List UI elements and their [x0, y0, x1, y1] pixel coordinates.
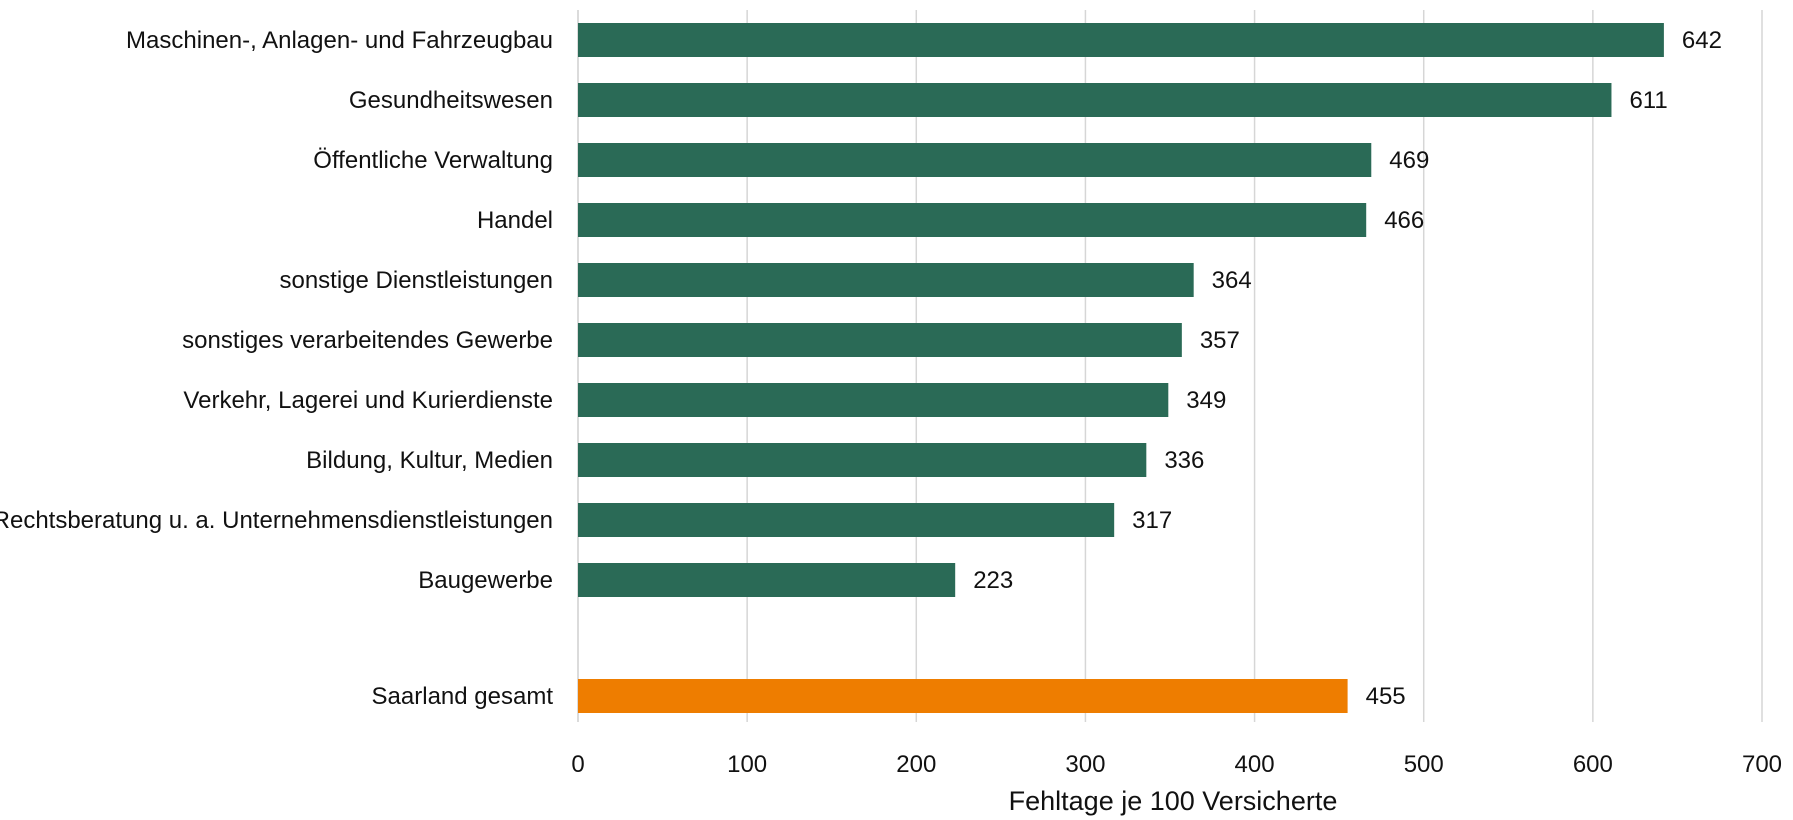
x-tick-label: 600 [1573, 751, 1613, 778]
value-label: 317 [1132, 507, 1172, 534]
x-tick-label: 0 [571, 751, 584, 778]
x-tick-label: 100 [727, 751, 767, 778]
value-label: 466 [1384, 207, 1424, 234]
x-tick-label: 500 [1404, 751, 1444, 778]
bar [578, 263, 1194, 297]
category-label: Maschinen-, Anlagen- und Fahrzeugbau [126, 27, 553, 54]
bar [578, 203, 1367, 237]
category-label: Handel [477, 207, 553, 234]
category-label: Rechtsberatung u. a. Unternehmensdienstl… [0, 507, 553, 534]
bar [578, 443, 1147, 477]
bar [578, 323, 1182, 357]
category-label: Verkehr, Lagerei und Kurierdienste [183, 387, 553, 414]
bar [578, 83, 1612, 117]
bar [578, 143, 1372, 177]
value-label: 455 [1366, 683, 1406, 710]
value-label: 469 [1389, 147, 1429, 174]
category-label: Saarland gesamt [372, 683, 554, 710]
x-tick-label: 200 [896, 751, 936, 778]
category-label: sonstiges verarbeitendes Gewerbe [182, 327, 553, 354]
category-label: sonstige Dienstleistungen [279, 267, 553, 294]
value-label: 223 [973, 567, 1013, 594]
value-label: 611 [1629, 87, 1667, 114]
category-label: Baugewerbe [418, 567, 553, 594]
bar [578, 563, 956, 597]
category-label: Gesundheitswesen [349, 87, 553, 114]
bars [578, 23, 1664, 713]
x-axis-tick-labels: 0 100 200 300 400 500 600 700 [571, 751, 1782, 778]
category-label: Öffentliche Verwaltung [313, 147, 553, 174]
value-label: 642 [1682, 27, 1722, 54]
bar [578, 503, 1115, 537]
x-tick-label: 300 [1065, 751, 1105, 778]
bar [578, 679, 1348, 713]
category-label: Bildung, Kultur, Medien [306, 447, 553, 474]
x-axis-title: Fehltage je 100 Versicherte [1009, 786, 1338, 816]
bar [578, 23, 1664, 57]
bar [578, 383, 1169, 417]
category-labels: Maschinen-, Anlagen- und Fahrzeugbau Gesu… [0, 27, 553, 710]
value-label: 357 [1200, 327, 1240, 354]
grid-lines [577, 10, 1763, 722]
value-label: 349 [1186, 387, 1226, 414]
value-label: 336 [1164, 447, 1204, 474]
value-labels: 642 611 469 466 364 357 349 336 317 223 455 [973, 27, 1722, 710]
value-label: 364 [1212, 267, 1252, 294]
x-tick-label: 400 [1235, 751, 1275, 778]
x-tick-label: 700 [1742, 751, 1782, 778]
